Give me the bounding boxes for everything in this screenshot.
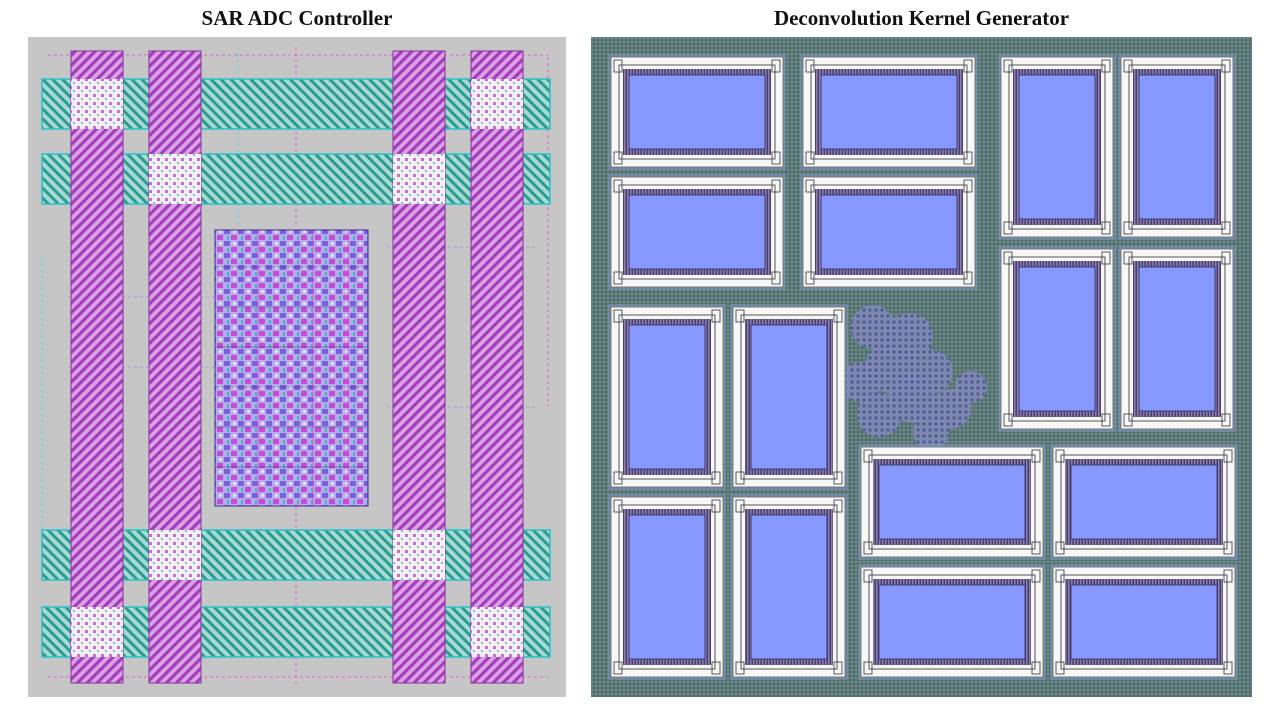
horizontal-power-rails (41, 78, 551, 658)
memory-macro (858, 564, 1046, 680)
memory-macro (608, 494, 726, 680)
memory-macro (1050, 444, 1238, 560)
memory-macro (858, 444, 1046, 560)
memory-macro (608, 54, 786, 170)
macro-core (820, 194, 958, 270)
macro-core (628, 324, 706, 470)
memory-macro (730, 304, 848, 490)
sar-adc-layout (28, 37, 566, 697)
memory-macro (800, 54, 978, 170)
right-panel-title: Deconvolution Kernel Generator (773, 6, 1070, 30)
macro-core (1018, 74, 1096, 220)
memory-macro (1050, 564, 1238, 680)
macro-core (1018, 266, 1096, 412)
memory-macro (998, 54, 1116, 240)
macro-core (1070, 464, 1218, 540)
memory-macro (608, 304, 726, 490)
left-panel-title: SAR ADC Controller (201, 6, 393, 30)
macro-core (878, 584, 1026, 660)
via-arrays (71, 79, 523, 657)
macro-core (1070, 584, 1218, 660)
macro-core (628, 514, 706, 660)
memory-macro (608, 174, 786, 290)
memory-macro (1118, 54, 1236, 240)
macro-core (1138, 74, 1216, 220)
glue-logic-cluster (841, 305, 987, 450)
macro-core (628, 74, 766, 150)
memory-macro (998, 246, 1116, 432)
macro-core (1138, 266, 1216, 412)
macro-core (750, 324, 828, 470)
deconvolution-kernel-layout (591, 37, 1252, 697)
macro-core (628, 194, 766, 270)
memory-macros (608, 54, 1238, 680)
memory-macro (730, 494, 848, 680)
macro-core (878, 464, 1026, 540)
macro-core (750, 514, 828, 660)
macro-core (820, 74, 958, 150)
memory-macro (1118, 246, 1236, 432)
standard-cell-region (214, 229, 369, 507)
memory-macro (800, 174, 978, 290)
